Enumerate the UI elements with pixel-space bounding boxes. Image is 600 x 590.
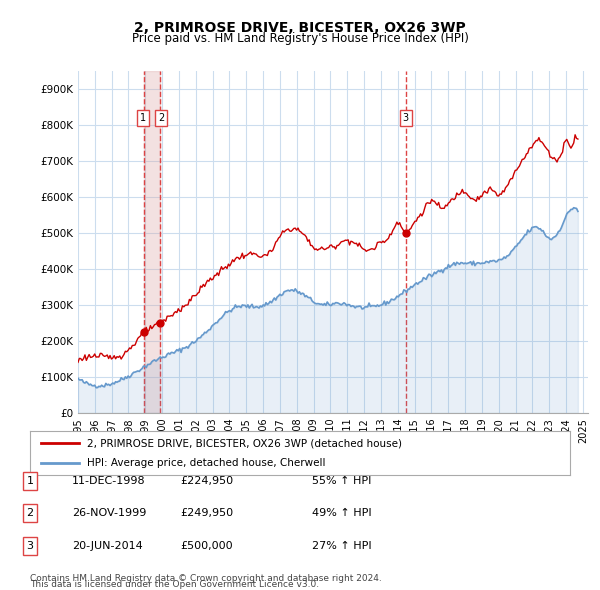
Text: 2: 2 [26, 509, 34, 518]
Text: £249,950: £249,950 [180, 509, 233, 518]
Text: 2, PRIMROSE DRIVE, BICESTER, OX26 3WP (detached house): 2, PRIMROSE DRIVE, BICESTER, OX26 3WP (d… [86, 438, 402, 448]
Text: 2: 2 [158, 113, 164, 123]
Bar [145, 71, 160, 413]
Text: 49% ↑ HPI: 49% ↑ HPI [312, 509, 371, 518]
Text: HPI: Average price, detached house, Cherwell: HPI: Average price, detached house, Cher… [86, 458, 325, 467]
Text: 2, PRIMROSE DRIVE, BICESTER, OX26 3WP: 2, PRIMROSE DRIVE, BICESTER, OX26 3WP [134, 21, 466, 35]
Text: 11-DEC-1998: 11-DEC-1998 [72, 476, 146, 486]
Text: 3: 3 [26, 541, 34, 550]
Text: 26-NOV-1999: 26-NOV-1999 [72, 509, 146, 518]
Text: This data is licensed under the Open Government Licence v3.0.: This data is licensed under the Open Gov… [30, 581, 319, 589]
Text: 1: 1 [26, 476, 34, 486]
Text: £224,950: £224,950 [180, 476, 233, 486]
Text: 1: 1 [140, 113, 146, 123]
Text: 3: 3 [403, 113, 409, 123]
Text: 27% ↑ HPI: 27% ↑ HPI [312, 541, 371, 550]
Text: £500,000: £500,000 [180, 541, 233, 550]
Text: Contains HM Land Registry data © Crown copyright and database right 2024.: Contains HM Land Registry data © Crown c… [30, 574, 382, 583]
Text: Price paid vs. HM Land Registry's House Price Index (HPI): Price paid vs. HM Land Registry's House … [131, 32, 469, 45]
Text: 20-JUN-2014: 20-JUN-2014 [72, 541, 143, 550]
Text: 55% ↑ HPI: 55% ↑ HPI [312, 476, 371, 486]
